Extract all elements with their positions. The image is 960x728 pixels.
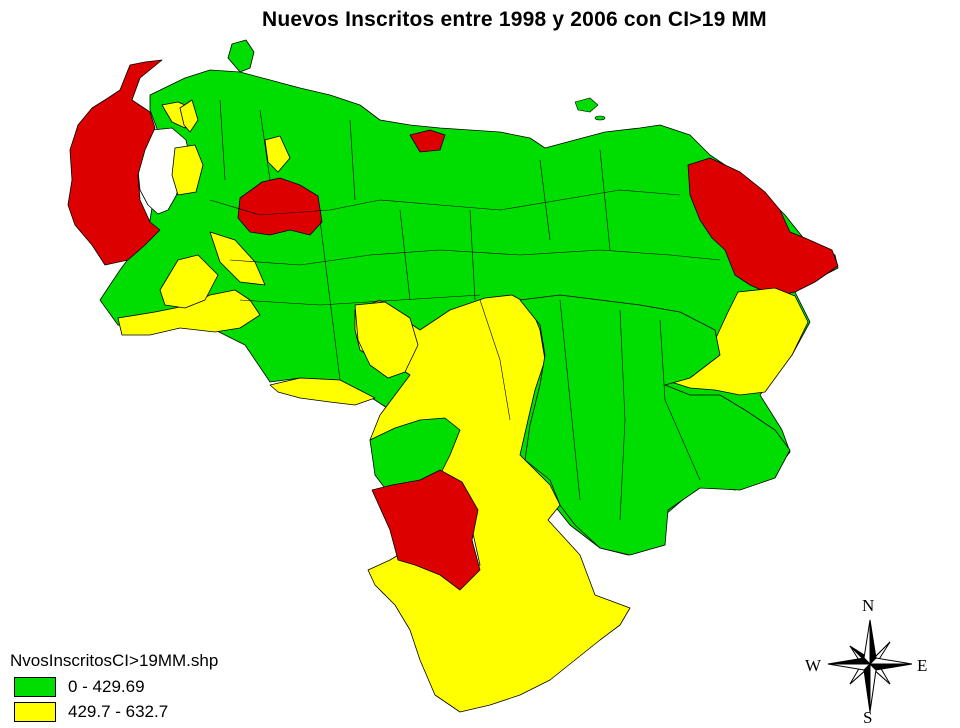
region-portuguesa-yellow xyxy=(209,231,266,286)
region-delta-red xyxy=(687,157,839,297)
region-amazonas-red xyxy=(371,469,481,591)
legend-title: NvosInscritosCI>19MM.shp xyxy=(10,651,219,670)
legend-label-low: 0 - 429.69 xyxy=(68,677,145,696)
legend-label-mid: 429.7 - 632.7 xyxy=(68,702,169,721)
compass-e-label: E xyxy=(917,656,928,675)
region-yellow-carabobo xyxy=(179,99,199,133)
compass-w-label: W xyxy=(805,656,822,675)
region-lara-red xyxy=(237,177,323,236)
compass-rose-icon xyxy=(827,619,913,713)
region-yellow-aragua xyxy=(264,135,291,173)
region-west-yellow-2 xyxy=(171,144,204,196)
region-barinas-yellow xyxy=(159,254,219,309)
map-title: Nuevos Inscritos entre 1998 y 2006 con C… xyxy=(262,8,767,31)
island-margarita xyxy=(574,97,599,113)
region-zulia-west xyxy=(67,59,163,266)
region-guarico-yellow xyxy=(269,377,376,406)
compass-n-label: N xyxy=(862,596,875,615)
region-paraguana xyxy=(227,39,255,73)
region-cojedes-yellow xyxy=(354,301,419,379)
legend-swatch-green xyxy=(14,677,56,697)
island-small xyxy=(594,115,606,121)
region-red-miranda xyxy=(409,129,446,153)
region-bolivar-green xyxy=(519,294,791,556)
compass-s-label: S xyxy=(863,708,873,727)
legend-swatch-yellow xyxy=(14,702,56,722)
